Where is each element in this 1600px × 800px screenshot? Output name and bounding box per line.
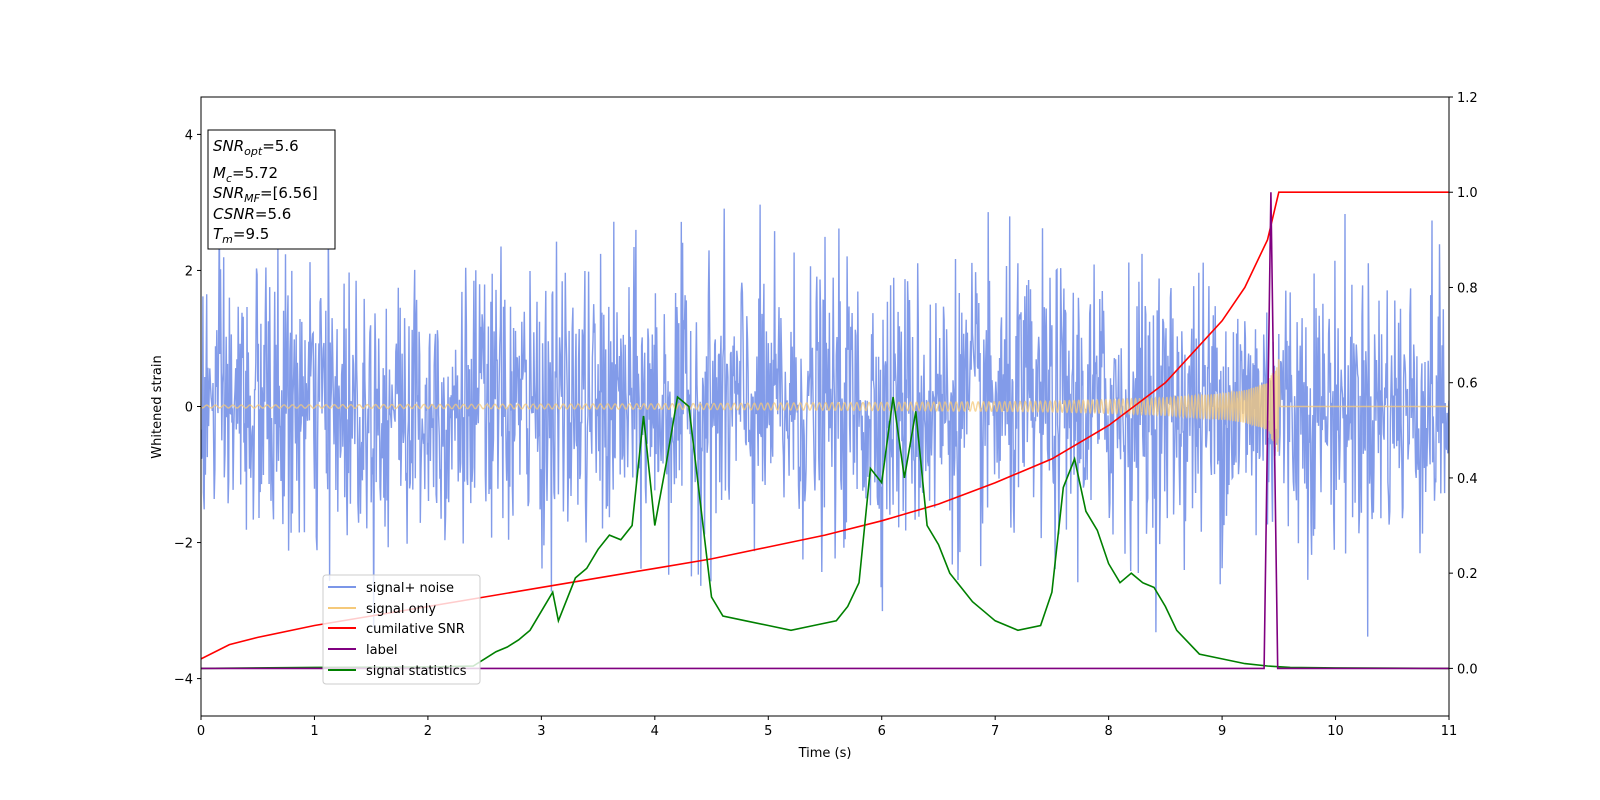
series-signal-statistics	[201, 395, 1449, 670]
y-left-tick-label: −2	[174, 537, 193, 552]
legend-label-label: label	[366, 643, 397, 658]
x-tick-label: 5	[764, 724, 772, 739]
x-tick-label: 8	[1104, 724, 1112, 739]
y-left-tick-label: 4	[185, 128, 193, 143]
y-left-tick-label: 2	[185, 264, 193, 279]
x-tick-label: 11	[1441, 724, 1458, 739]
x-tick-label: 4	[651, 724, 659, 739]
legend-frame	[322, 574, 481, 685]
y-right-tick-label: 0.6	[1457, 377, 1478, 392]
legend-label-cumulative-snr: cumilative SNR	[366, 622, 465, 637]
x-tick-label: 7	[991, 724, 999, 739]
y-left-tick-label: 0	[185, 401, 193, 416]
y-left-tick-label: −4	[174, 673, 193, 688]
info-mc: Mc=5.72	[213, 164, 278, 185]
legend: signal+ noise signal only cumilative SNR…	[322, 574, 481, 685]
x-axis-label: Time (s)	[798, 746, 852, 761]
series-signal-only	[201, 359, 1449, 452]
ticks-layer: 0 1 2 3 4 5 6 7 8 9 10 11 4 2 0 −2 −4 1.2 1.0 0.8 0.6 0.4 0.2 0…	[174, 91, 1478, 739]
info-box-frame	[207, 129, 336, 250]
legend-label-signal-only: signal only	[366, 602, 436, 617]
y-right-tick-label: 0.8	[1457, 281, 1478, 296]
x-tick-label: 3	[537, 724, 545, 739]
x-tick-label: 0	[197, 724, 205, 739]
y-right-tick-label: 0.2	[1457, 567, 1478, 582]
legend-label-signal-statistics: signal statistics	[366, 664, 467, 679]
x-tick-label: 9	[1218, 724, 1226, 739]
y-right-tick-label: 1.2	[1457, 91, 1478, 106]
legend-label-signal-noise: signal+ noise	[366, 581, 454, 596]
y-right-tick-label: 0.0	[1457, 662, 1478, 677]
x-tick-label: 2	[424, 724, 432, 739]
y-axis-label: Whitened strain	[150, 355, 165, 458]
x-tick-label: 10	[1327, 724, 1344, 739]
x-tick-label: 6	[878, 724, 886, 739]
y-right-tick-label: 1.0	[1457, 186, 1478, 201]
info-tm: Tm=9.5	[213, 225, 269, 246]
info-box: SNRopt=5.6 Mc=5.72 SNRMF=[6.56] CSNR=5.6…	[207, 129, 336, 250]
info-snr-mf: SNRMF=[6.56]	[213, 184, 318, 205]
info-csnr: CSNR=5.6	[213, 205, 291, 223]
info-snr-opt: SNRopt=5.6	[213, 137, 299, 158]
x-tick-label: 1	[310, 724, 318, 739]
series-signal-noise	[201, 203, 1449, 637]
series-label	[201, 192, 1449, 670]
y-right-tick-label: 0.4	[1457, 472, 1478, 487]
